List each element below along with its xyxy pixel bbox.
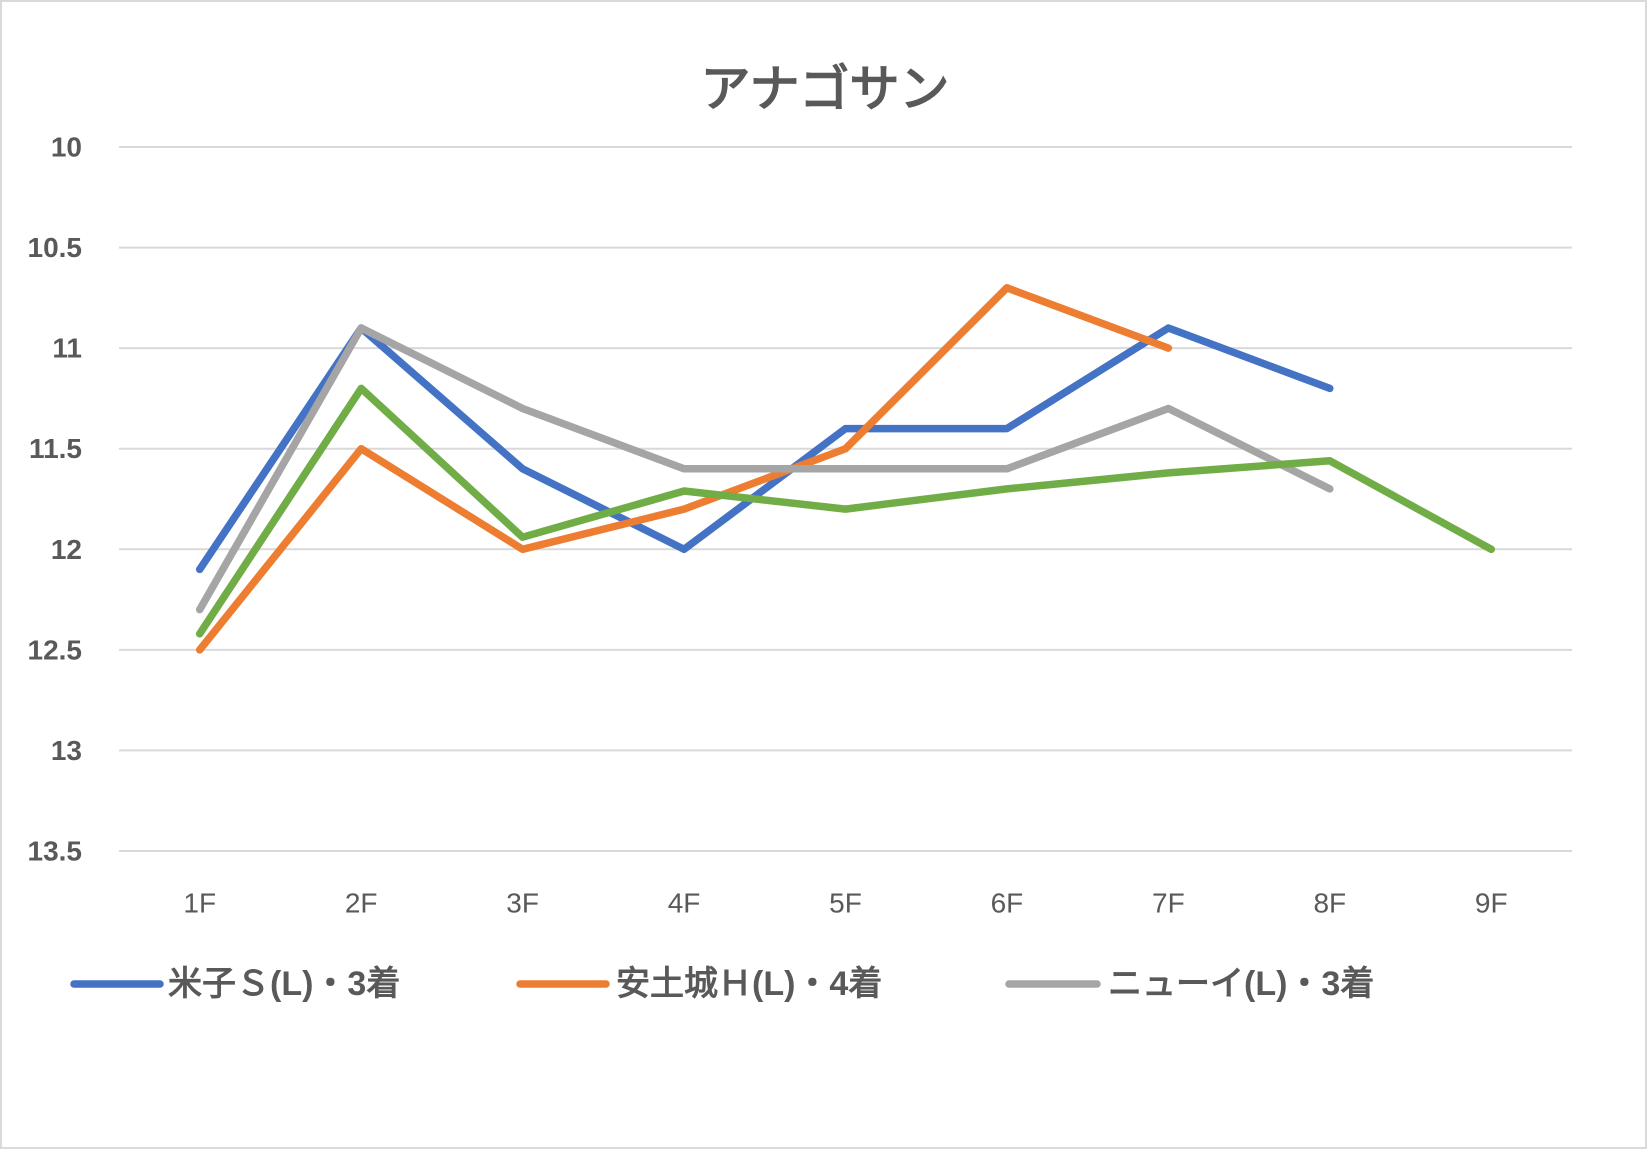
y-tick-label: 11	[52, 333, 82, 364]
legend-label-series-0: 米子Ｓ(L)・3着	[168, 965, 400, 1003]
legend-item-series-1: 安土城Ｈ(L)・4着	[516, 965, 882, 1003]
chart-title: アナゴサン	[701, 61, 950, 117]
x-tick-label: 3F	[506, 888, 539, 919]
x-tick-label: 1F	[183, 888, 216, 919]
series-line-2	[195, 324, 1334, 614]
x-tick-label: 2F	[345, 888, 378, 919]
x-tick-label: 9F	[1475, 888, 1508, 919]
x-tick-label: 7F	[1152, 888, 1185, 919]
y-tick-label: 11.5	[29, 433, 82, 464]
series-lines	[195, 284, 1496, 654]
x-tick-label: 5F	[829, 888, 862, 919]
gridlines	[119, 146, 1572, 852]
y-tick-label: 13	[51, 735, 82, 766]
legend: 米子Ｓ(L)・3着 安土城Ｈ(L)・4着 ニューイ(L)・3着	[70, 965, 1374, 1003]
x-tick-label: 8F	[1313, 888, 1346, 919]
y-tick-label: 12.5	[28, 634, 83, 665]
series-line-3	[195, 384, 1496, 638]
y-tick-label: 10.5	[28, 232, 83, 263]
y-axis-tick-labels: 10 10.5 11 11.5 12 12.5 13 13.5	[28, 132, 83, 867]
series-line-0	[195, 324, 1334, 574]
y-tick-label: 13.5	[28, 836, 83, 867]
legend-label-series-1: 安土城Ｈ(L)・4着	[616, 965, 882, 1003]
legend-item-series-0: 米子Ｓ(L)・3着	[70, 965, 400, 1003]
x-tick-label: 4F	[668, 888, 701, 919]
legend-label-series-2: ニューイ(L)・3着	[1108, 965, 1374, 1003]
y-tick-label: 12	[51, 534, 82, 565]
x-axis-tick-labels: 1F 2F 3F 4F 5F 6F 7F 8F 9F	[183, 888, 1507, 919]
y-tick-label: 10	[51, 132, 82, 163]
series-line-1	[195, 284, 1173, 654]
x-tick-label: 6F	[991, 888, 1024, 919]
legend-item-series-2: ニューイ(L)・3着	[1005, 965, 1374, 1003]
